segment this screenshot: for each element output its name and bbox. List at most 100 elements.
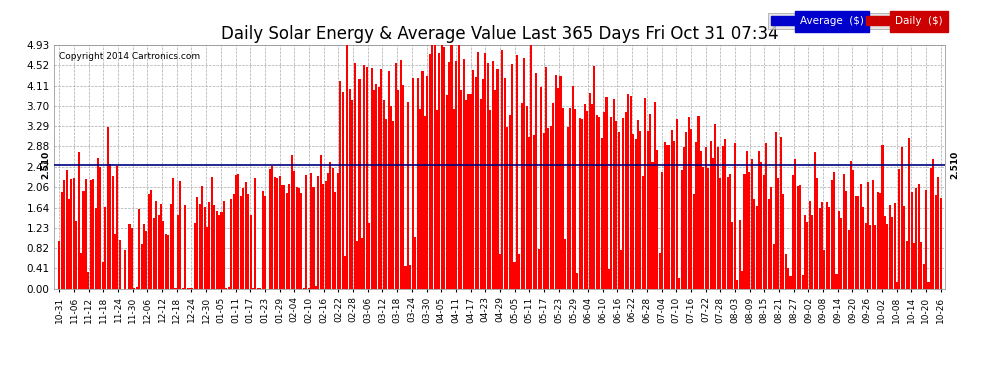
Bar <box>526 106 528 289</box>
Bar <box>370 69 372 289</box>
Bar <box>625 112 627 289</box>
Bar <box>698 116 700 289</box>
Bar <box>300 193 302 289</box>
Bar <box>63 180 65 289</box>
Bar <box>169 204 171 289</box>
Bar <box>310 173 312 289</box>
Bar <box>690 129 692 289</box>
Bar <box>378 87 380 289</box>
Bar <box>712 158 714 289</box>
Bar <box>240 196 242 289</box>
Bar <box>935 195 937 289</box>
Bar <box>700 152 702 289</box>
Bar <box>492 62 494 289</box>
Bar <box>172 178 174 289</box>
Bar <box>264 196 266 289</box>
Bar <box>852 170 854 289</box>
Bar <box>136 287 138 289</box>
Bar <box>884 216 886 289</box>
Bar <box>745 151 747 289</box>
Bar <box>531 45 533 289</box>
Bar <box>940 198 941 289</box>
Bar <box>330 162 332 289</box>
Bar <box>70 178 72 289</box>
Bar <box>288 184 290 289</box>
Bar <box>663 142 665 289</box>
Bar <box>104 207 106 289</box>
Bar <box>864 223 866 289</box>
Bar <box>859 184 861 289</box>
Bar <box>753 199 755 289</box>
Bar <box>649 114 651 289</box>
Bar <box>814 153 816 289</box>
Bar <box>274 177 276 289</box>
Bar <box>477 52 479 289</box>
Bar <box>554 75 556 289</box>
Bar <box>680 170 682 289</box>
Bar <box>340 81 342 289</box>
Bar <box>737 280 739 289</box>
Bar <box>646 130 648 289</box>
Bar <box>204 207 206 289</box>
Bar <box>143 224 146 289</box>
Bar <box>867 182 869 289</box>
Bar <box>509 116 511 289</box>
Bar <box>549 126 551 289</box>
Bar <box>375 84 377 289</box>
Bar <box>819 208 821 289</box>
Bar <box>637 120 639 289</box>
Bar <box>482 80 484 289</box>
Bar <box>901 147 903 289</box>
Bar <box>243 188 245 289</box>
Bar <box>874 225 876 289</box>
Bar <box>325 181 327 289</box>
Bar <box>119 240 121 289</box>
Bar <box>439 53 441 289</box>
Bar <box>789 276 792 289</box>
Bar <box>216 211 218 289</box>
Bar <box>448 62 450 289</box>
Bar <box>710 141 712 289</box>
Bar <box>758 151 760 289</box>
Bar <box>727 177 729 289</box>
Bar <box>465 100 467 289</box>
Bar <box>729 174 731 289</box>
Bar <box>164 234 167 289</box>
Bar <box>223 201 225 289</box>
Bar <box>521 103 523 289</box>
Bar <box>358 80 360 289</box>
Bar <box>603 112 605 289</box>
Bar <box>139 209 141 289</box>
Bar <box>419 109 421 289</box>
Bar <box>850 160 852 289</box>
Bar <box>402 85 404 289</box>
Bar <box>640 131 642 289</box>
Bar <box>387 71 390 289</box>
Bar <box>743 174 745 289</box>
Bar <box>348 89 350 289</box>
Bar <box>601 138 603 289</box>
Bar <box>494 90 496 289</box>
Bar <box>177 215 179 289</box>
Bar <box>557 88 559 289</box>
Bar <box>685 132 687 289</box>
Bar <box>196 196 198 289</box>
Bar <box>938 177 940 289</box>
Bar <box>596 116 598 289</box>
Bar <box>802 275 804 289</box>
Bar <box>245 182 247 289</box>
Bar <box>206 227 208 289</box>
Bar <box>787 268 789 289</box>
Bar <box>804 215 806 289</box>
Bar <box>337 173 339 289</box>
Bar <box>623 118 625 289</box>
Bar <box>221 212 223 289</box>
Bar <box>467 94 469 289</box>
Bar <box>829 207 831 289</box>
Bar <box>847 230 849 289</box>
Bar <box>618 132 620 289</box>
Bar <box>87 273 89 289</box>
Bar <box>303 288 305 289</box>
Bar <box>811 215 814 289</box>
Bar <box>872 180 874 289</box>
